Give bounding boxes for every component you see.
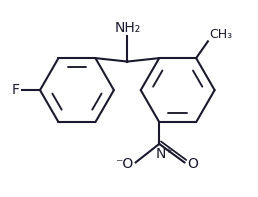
Text: O: O xyxy=(187,157,198,171)
Text: ⁻O: ⁻O xyxy=(115,157,133,171)
Text: N⁺: N⁺ xyxy=(156,147,173,161)
Text: CH₃: CH₃ xyxy=(209,28,233,41)
Text: F: F xyxy=(12,83,20,97)
Text: NH₂: NH₂ xyxy=(114,21,140,35)
